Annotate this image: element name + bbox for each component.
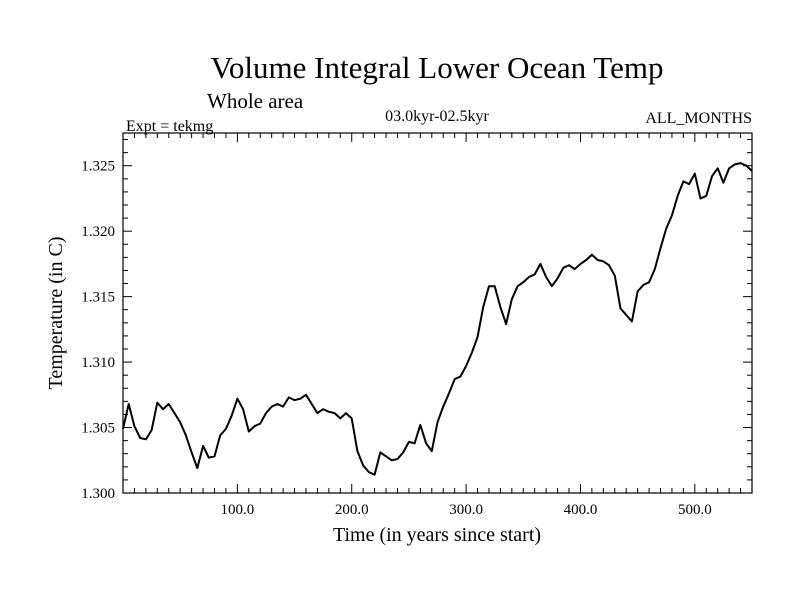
chart-title: Volume Integral Lower Ocean Temp	[211, 50, 664, 85]
experiment-label: Expt = tekmg	[126, 118, 213, 135]
y-tick-label: 1.325	[81, 159, 115, 175]
tick-marks	[123, 133, 752, 493]
x-axis-label: Time (in years since start)	[333, 524, 541, 546]
x-tick-label: 100.0	[220, 502, 254, 518]
months-label: ALL_MONTHS	[645, 110, 752, 127]
y-tick-label: 1.305	[81, 421, 115, 437]
y-tick-label: 1.300	[81, 486, 115, 502]
x-tick-label: 200.0	[335, 502, 369, 518]
y-tick-label: 1.320	[81, 224, 115, 240]
x-tick-labels: 100.0 200.0 300.0 400.0 500.0	[220, 502, 711, 518]
x-tick-label: 400.0	[564, 502, 598, 518]
period-label: 03.0kyr-02.5kyr	[385, 108, 489, 125]
chart-subtitle: Whole area	[207, 89, 304, 113]
y-axis-label: Temperature (in C)	[45, 237, 67, 390]
y-tick-label: 1.310	[81, 355, 115, 371]
x-tick-label: 300.0	[449, 502, 483, 518]
y-tick-labels: 1.300 1.305 1.310 1.315 1.320 1.325	[81, 159, 115, 502]
plot-frame	[122, 132, 753, 494]
y-tick-label: 1.315	[81, 290, 115, 306]
temperature-line	[122, 162, 753, 476]
x-tick-label: 500.0	[678, 502, 712, 518]
